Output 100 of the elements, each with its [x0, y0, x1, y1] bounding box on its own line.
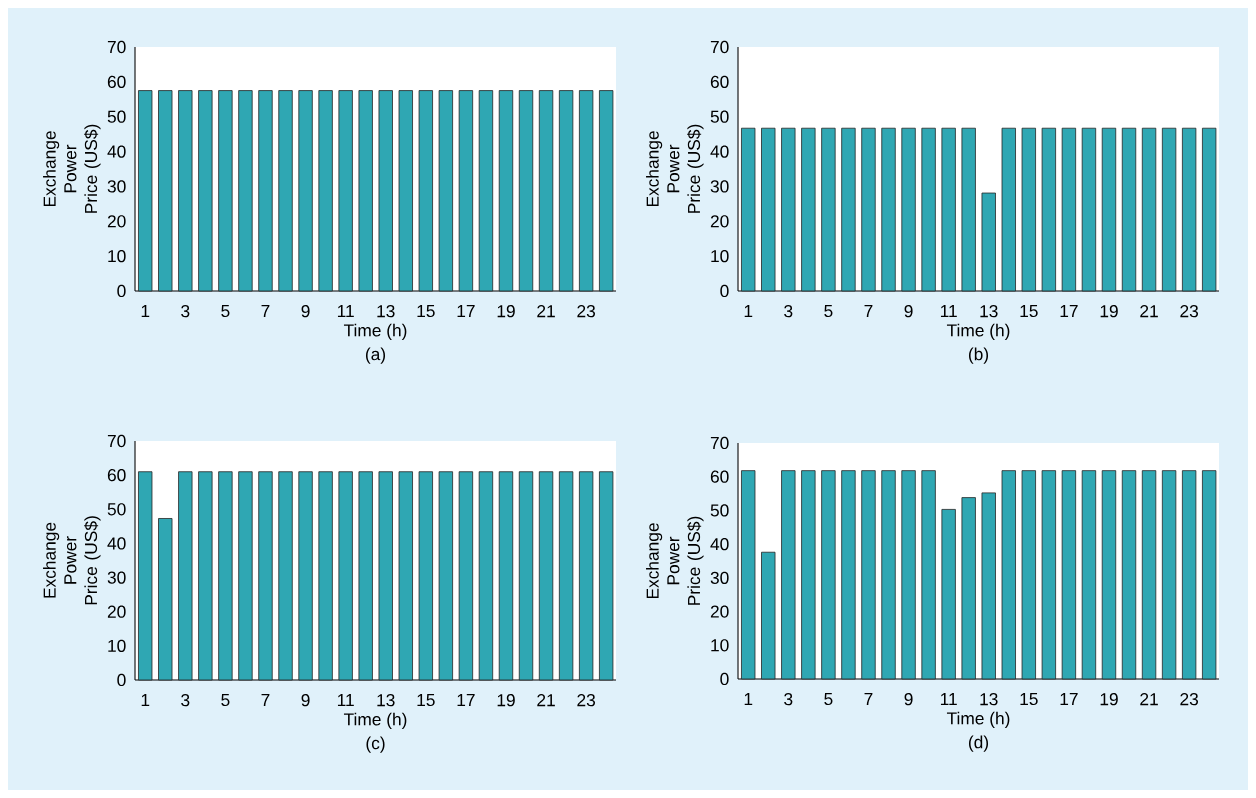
- y-tick-label: 70: [107, 40, 126, 54]
- x-tick-label: 11: [337, 694, 354, 706]
- bar: [901, 470, 916, 680]
- x-tick-label: 13: [377, 305, 395, 318]
- x-tick-label: 11: [940, 693, 957, 705]
- bar: [761, 551, 776, 680]
- x-tick-label: 3: [784, 305, 793, 318]
- y-tick-label: 0: [720, 672, 729, 686]
- x-tick-label: 21: [1140, 693, 1158, 706]
- x-tick-label: 15: [417, 305, 435, 318]
- x-tick-label: 15: [417, 694, 435, 707]
- y-tick-label: 50: [107, 110, 126, 123]
- bar: [1001, 470, 1016, 680]
- y-tick-label: 60: [107, 469, 126, 482]
- x-tick-label: 9: [301, 305, 310, 318]
- bar: [1181, 470, 1197, 680]
- x-tick-label: 1: [141, 694, 150, 706]
- x-tick-label: 17: [457, 305, 475, 317]
- x-tick-label: 5: [221, 694, 230, 707]
- x-tick-label: 7: [864, 693, 873, 705]
- x-tick-label: 21: [537, 305, 555, 318]
- x-axis-title: Time (h): [946, 711, 1010, 728]
- x-tick-label: 1: [141, 305, 150, 317]
- x-tick-label: 13: [980, 693, 998, 706]
- x-tick-label: 5: [221, 305, 230, 318]
- x-tick-label: 13: [980, 305, 998, 318]
- x-tick-label: 13: [377, 694, 395, 707]
- y-tick-label: 50: [710, 504, 729, 517]
- bar: [801, 470, 816, 680]
- bar: [981, 492, 996, 680]
- x-tick-label: 17: [457, 694, 475, 706]
- x-tick-label: 3: [181, 694, 190, 707]
- bar: [1141, 470, 1157, 680]
- bar: [1161, 470, 1177, 680]
- bar: [961, 497, 976, 680]
- bar: [1021, 470, 1036, 680]
- x-tick-label: 19: [1100, 305, 1118, 318]
- x-tick-label: 9: [904, 305, 913, 318]
- y-tick-label: 50: [107, 503, 126, 516]
- x-tick-label: 1: [744, 305, 753, 317]
- x-tick-label: 19: [497, 305, 515, 318]
- bar: [941, 509, 956, 680]
- x-tick-label: 17: [1060, 693, 1078, 705]
- y-tick-label: 20: [710, 215, 729, 228]
- text: (b): [968, 347, 989, 364]
- x-tick-label: 21: [537, 694, 555, 707]
- x-tick-label: 7: [864, 305, 873, 317]
- bar: [1041, 470, 1057, 680]
- y-tick-label: 60: [710, 470, 729, 483]
- x-tick-label: 9: [904, 693, 913, 706]
- bar: [1101, 470, 1117, 680]
- x-tick-label: 19: [497, 694, 515, 707]
- x-axis-title: Time (h): [343, 712, 407, 729]
- x-tick-label: 23: [577, 305, 596, 318]
- y-tick-label: 60: [107, 75, 126, 88]
- y-tick-label: 20: [710, 605, 729, 618]
- bar: [861, 470, 876, 680]
- y-tick-label: 30: [107, 571, 126, 584]
- x-tick-label: 3: [181, 305, 190, 318]
- y-tick-label: 0: [720, 284, 729, 298]
- bar: [1061, 470, 1077, 680]
- x-tick-label: 3: [784, 693, 793, 706]
- bar: [881, 470, 896, 680]
- x-tick-label: 23: [577, 694, 596, 707]
- y-tick-label: 30: [107, 180, 126, 193]
- x-tick-label: 7: [261, 305, 270, 317]
- y-tick-label: 30: [710, 571, 729, 584]
- bar: [821, 470, 836, 680]
- bar: [1121, 470, 1137, 680]
- y-tick-label: 70: [710, 436, 729, 450]
- y-tick-label: 20: [107, 215, 126, 228]
- x-tick-label: 15: [1020, 305, 1038, 318]
- x-tick-label: 17: [1060, 305, 1078, 317]
- bar: [741, 470, 756, 680]
- x-tick-label: 23: [1180, 305, 1199, 318]
- text: (c): [366, 736, 385, 753]
- y-tick-label: 40: [710, 537, 729, 551]
- x-tick-label: 9: [301, 694, 310, 707]
- bar: [921, 470, 936, 680]
- x-axis-title: Time (h): [343, 323, 407, 340]
- y-tick-label: 20: [107, 605, 126, 618]
- y-tick-label: 0: [117, 673, 126, 687]
- y-tick-label: 0: [117, 284, 126, 298]
- y-tick-label: 50: [710, 110, 729, 123]
- x-tick-label: 1: [744, 693, 753, 705]
- y-tick-label: 10: [108, 249, 126, 263]
- y-tick-label: 10: [108, 639, 126, 652]
- y-tick-label: 40: [710, 145, 729, 158]
- bar: [1081, 470, 1097, 680]
- x-tick-label: 7: [261, 694, 270, 706]
- bar: [781, 470, 796, 680]
- x-tick-label: 21: [1140, 305, 1158, 318]
- y-tick-label: 70: [710, 40, 729, 54]
- text: (a): [365, 347, 386, 364]
- y-tick-label: 10: [711, 639, 729, 652]
- y-tick-label: 30: [710, 180, 729, 193]
- y-axis-title: Exchange Power Price (US$): [646, 124, 704, 213]
- bar: [841, 470, 856, 680]
- y-tick-label: 60: [710, 75, 729, 88]
- x-tick-label: 19: [1100, 693, 1118, 706]
